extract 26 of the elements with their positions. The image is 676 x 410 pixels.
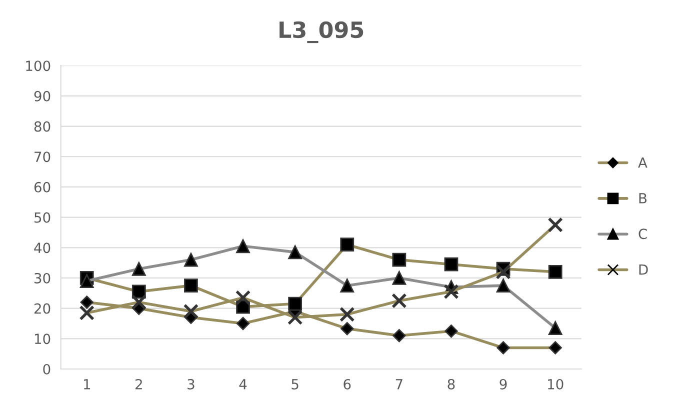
y-tick-label: 70 [34,152,50,162]
y-tick-label: 30 [34,272,50,284]
x-tick-label: 7 [396,379,402,390]
chart-title: L3_095 [280,21,364,44]
x-tick-label: 10 [548,378,564,390]
legend-label: A [638,158,648,168]
y-tick-label: 50 [34,212,50,223]
y-tick-label: 10 [34,334,50,344]
legend-label: D [639,264,648,275]
y-tick-label: 20 [34,303,50,314]
y-tick-label: 60 [34,182,50,192]
y-tick-label: 0 [43,364,50,374]
y-tick-label: 100 [26,60,50,72]
x-tick-label: 4 [239,379,247,390]
y-tick-label: 90 [34,90,50,102]
x-tick-label: 5 [292,379,298,390]
y-tick-label: 40 [34,242,50,254]
legend-label: B [639,193,646,204]
x-tick-label: 1 [84,379,90,390]
x-tick-label: 3 [188,378,194,390]
legend-label: C [638,228,647,240]
y-tick-label: 80 [34,121,50,132]
x-tick-label: 8 [448,378,455,390]
x-tick-label: 9 [500,378,507,390]
x-tick-label: 6 [344,378,351,390]
x-tick-label: 2 [136,378,142,390]
